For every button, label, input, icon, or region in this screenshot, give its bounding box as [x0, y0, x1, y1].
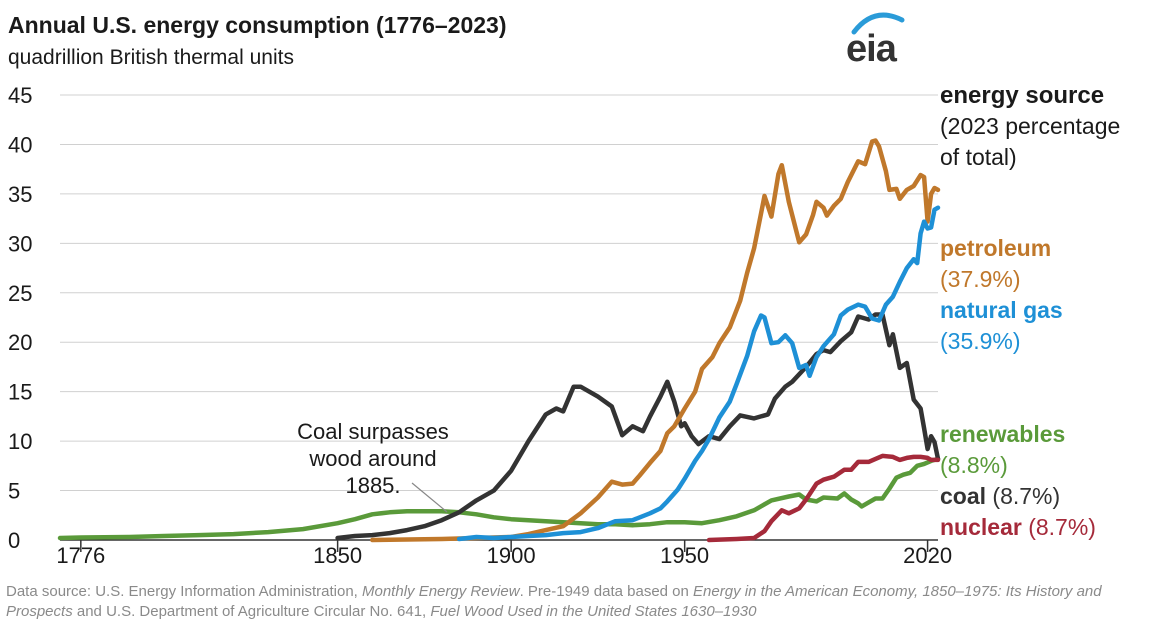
footnote-italic-2: Energy in the American Economy, 1850–197…: [6, 583, 1102, 620]
legend-heading: energy source (2023 percentage of total): [940, 80, 1120, 173]
y-tick-label-25: 25: [8, 281, 32, 306]
annotation-line-1: Coal surpasses: [297, 419, 449, 444]
legend-pct-coal: (8.7%): [992, 483, 1061, 509]
legend-item-nuclear: nuclear (8.7%): [940, 512, 1096, 543]
legend-label-natural-gas: natural gas: [940, 297, 1063, 323]
footnote-italic-3: Fuel Wood Used in the United States 1630…: [430, 603, 757, 620]
legend-subtitle-line1: (2023 percentage: [940, 113, 1121, 139]
legend-item-natural-gas: natural gas (35.9%): [940, 295, 1063, 357]
legend-label-renewables: renewables: [940, 421, 1066, 447]
x-tick-label-1900: 1900: [487, 543, 536, 568]
legend-pct-petroleum: (37.9%): [940, 266, 1021, 292]
legend-label-nuclear: nuclear: [940, 514, 1022, 540]
y-tick-label-20: 20: [8, 330, 32, 355]
x-tick-label-1776: 1776: [56, 543, 105, 568]
annotation-line-2: wood around: [308, 446, 436, 471]
series-line-natural-gas: [456, 205, 941, 542]
annotation-line-3: 1885.: [345, 473, 400, 498]
y-tick-label-40: 40: [8, 132, 32, 157]
y-tick-label-30: 30: [8, 231, 32, 256]
y-tick-label-15: 15: [8, 380, 32, 405]
x-tick-label-1850: 1850: [313, 543, 362, 568]
legend-subtitle-line2: of total): [940, 144, 1017, 170]
logo-text: eia: [846, 28, 897, 70]
legend-label-coal: coal: [940, 483, 987, 509]
x-tick-label-2020: 2020: [903, 543, 952, 568]
legend-pct-renewables: (8.8%): [940, 452, 1008, 478]
legend-title: energy source: [940, 82, 1105, 109]
series-line-petroleum: [370, 138, 941, 543]
logo-swoosh-icon: [851, 12, 905, 35]
footnote-text-3: and U.S. Department of Agriculture Circu…: [72, 603, 431, 620]
legend-item-coal: coal (8.7%): [940, 481, 1060, 512]
legend-pct-nuclear: (8.7%): [1028, 514, 1096, 540]
chart-subtitle: quadrillion British thermal units: [8, 46, 294, 69]
data-source-footnote: Data source: U.S. Energy Information Adm…: [6, 582, 1151, 622]
y-tick-label-10: 10: [8, 429, 32, 454]
footnote-text-1: Data source: U.S. Energy Information Adm…: [6, 583, 362, 600]
legend-label-petroleum: petroleum: [940, 235, 1052, 261]
y-tick-label-0: 0: [8, 528, 20, 553]
footnote-text-2: . Pre-1949 data based on: [519, 583, 694, 600]
legend-item-petroleum: petroleum (37.9%): [940, 233, 1051, 295]
chart-title: Annual U.S. energy consumption (1776–202…: [8, 12, 507, 38]
legend-item-renewables: renewables (8.8%): [940, 419, 1065, 481]
y-tick-label-45: 45: [8, 83, 32, 108]
series-line-nuclear: [706, 453, 941, 543]
y-tick-label-35: 35: [8, 182, 32, 207]
series-line-renewables: [57, 456, 941, 541]
eia-logo: eia: [846, 10, 912, 70]
legend-pct-natural-gas: (35.9%): [940, 328, 1021, 354]
y-tick-label-5: 5: [8, 479, 20, 504]
x-tick-label-1950: 1950: [660, 543, 709, 568]
footnote-italic-1: Monthly Energy Review: [362, 583, 520, 600]
annotation-leader-line: [411, 482, 448, 513]
